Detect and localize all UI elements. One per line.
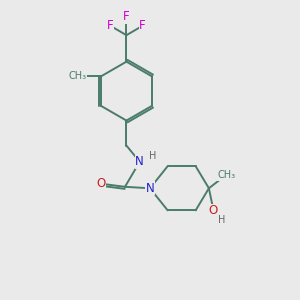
Text: N: N	[135, 155, 144, 168]
Text: F: F	[123, 11, 130, 23]
Text: F: F	[139, 19, 146, 32]
Text: F: F	[107, 19, 114, 32]
Text: CH₃: CH₃	[68, 71, 86, 81]
Text: H: H	[149, 152, 157, 161]
Text: CH₃: CH₃	[218, 170, 236, 180]
Text: N: N	[146, 182, 154, 195]
Text: O: O	[96, 177, 105, 190]
Text: O: O	[209, 204, 218, 218]
Text: H: H	[218, 215, 226, 225]
